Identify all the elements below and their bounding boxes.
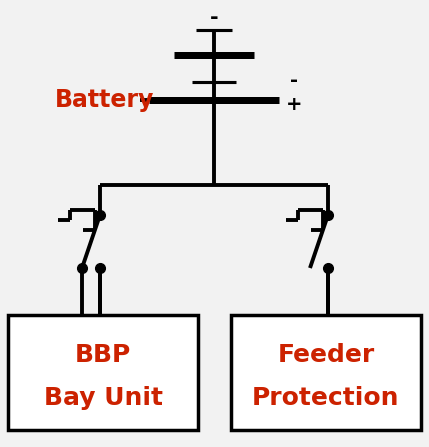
FancyBboxPatch shape (8, 315, 198, 430)
Text: BBP: BBP (75, 343, 131, 367)
Text: +: + (286, 94, 302, 114)
Text: Feeder: Feeder (278, 343, 375, 367)
Text: Protection: Protection (252, 386, 400, 410)
Text: -: - (210, 8, 218, 28)
Text: -: - (290, 71, 298, 89)
Text: Battery: Battery (55, 88, 154, 112)
Text: Bay Unit: Bay Unit (43, 386, 163, 410)
FancyBboxPatch shape (231, 315, 421, 430)
